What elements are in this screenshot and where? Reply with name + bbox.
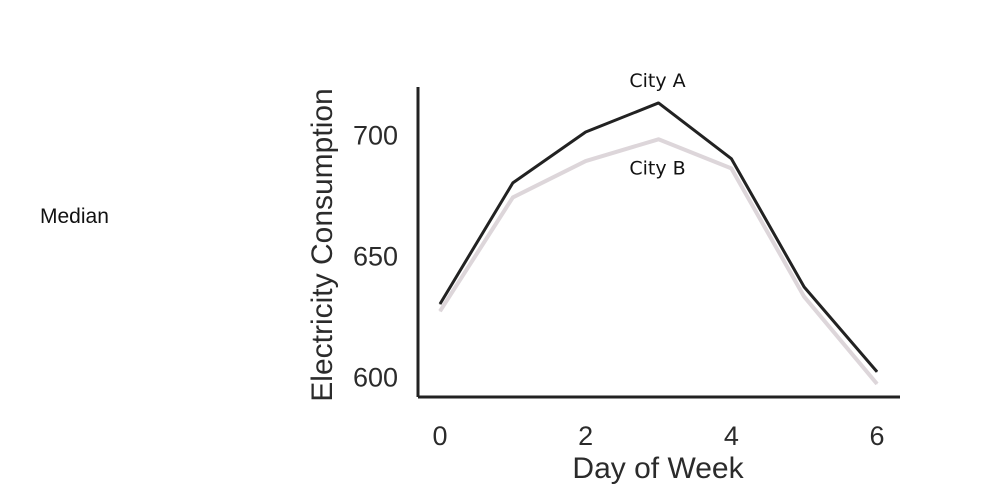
data-point (658, 102, 659, 104)
x-tick-label: 2 (578, 421, 593, 451)
data-point (512, 182, 514, 184)
series-label-city-b: City B (629, 157, 685, 179)
series-labels: City A City B (629, 70, 685, 179)
x-tick-label: 0 (432, 421, 447, 451)
y-tick-labels: 600 650 700 (353, 120, 398, 392)
series-line-city-a (438, 101, 879, 373)
x-tick-labels: 0 2 4 6 (432, 421, 884, 451)
data-point (876, 383, 878, 385)
data-point (730, 167, 732, 169)
x-tick-label: 6 (869, 421, 884, 451)
y-tick-label: 600 (353, 363, 398, 393)
data-point (585, 160, 587, 162)
series-layer (438, 101, 879, 386)
data-point (803, 286, 805, 288)
series-label-city-a: City A (629, 70, 685, 92)
data-point (585, 131, 587, 133)
side-label-median: Median (40, 205, 109, 228)
x-tick-label: 4 (724, 421, 739, 451)
y-tick-label: 700 (353, 120, 398, 150)
y-tick-label: 650 (353, 242, 398, 272)
y-axis-title: Electricity Consumption (306, 88, 339, 401)
data-point (439, 303, 441, 305)
data-point (439, 310, 441, 312)
data-point (512, 196, 514, 198)
data-point (730, 158, 732, 160)
x-axis-title: Day of Week (572, 452, 744, 485)
data-point (876, 371, 878, 373)
data-point (803, 296, 805, 298)
data-point (658, 138, 659, 140)
